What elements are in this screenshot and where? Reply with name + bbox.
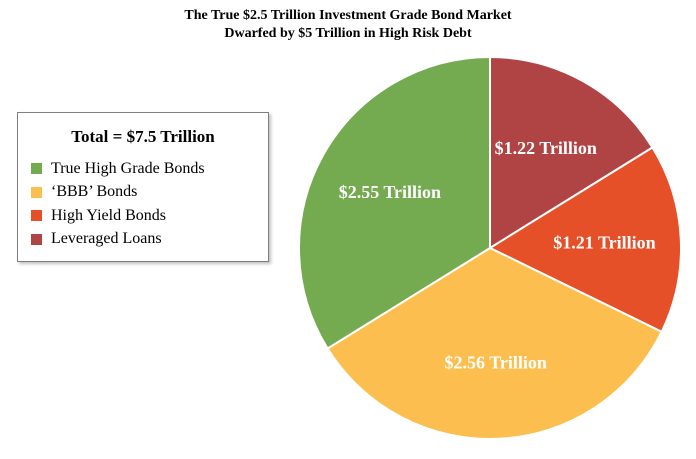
legend-label: ‘BBB’ Bonds <box>51 183 138 201</box>
legend-item-high-yield-bonds: High Yield Bonds <box>18 204 268 228</box>
legend-label: High Yield Bonds <box>51 206 166 224</box>
legend-swatch <box>31 163 42 175</box>
legend-swatch <box>31 233 42 245</box>
chart-title: The True $2.5 Trillion Investment Grade … <box>0 7 696 43</box>
legend-label: True High Grade Bonds <box>51 159 205 177</box>
chart-subtitle: Dwarfed by $5 Trillion in High Risk Debt <box>224 26 472 41</box>
chart-title-line1: The True $2.5 Trillion Investment Grade … <box>184 8 512 23</box>
pie-slice-leveraged-loans <box>489 55 654 250</box>
slice-label-high-yield-bonds: $1.21 Trillion <box>553 232 655 252</box>
slice-label-bbb-bonds: $2.56 Trillion <box>445 352 547 372</box>
legend-swatch <box>31 210 42 222</box>
legend-items: True High Grade Bonds ‘BBB’ Bonds High Yie… <box>18 157 268 251</box>
pie-slice-true-high-grade-bonds <box>298 55 491 350</box>
pie-slice-bbb-bonds <box>326 246 663 440</box>
legend-label: Leveraged Loans <box>51 230 162 248</box>
legend-item-bbb-bonds: ‘BBB’ Bonds <box>18 181 268 205</box>
slice-label-leveraged-loans: $1.22 Trillion <box>495 138 597 158</box>
slice-label-true-high-grade-bonds: $2.55 Trillion <box>339 182 441 202</box>
pie-slice-high-yield-bonds <box>487 146 682 334</box>
legend-item-leveraged-loans: Leveraged Loans <box>18 228 268 252</box>
legend-item-true-high-grade-bonds: True High Grade Bonds <box>18 157 268 181</box>
legend: Total = $7.5 Trillion True High Grade Bo… <box>17 112 269 262</box>
legend-title: Total = $7.5 Trillion <box>71 127 215 146</box>
legend-swatch <box>31 186 42 198</box>
